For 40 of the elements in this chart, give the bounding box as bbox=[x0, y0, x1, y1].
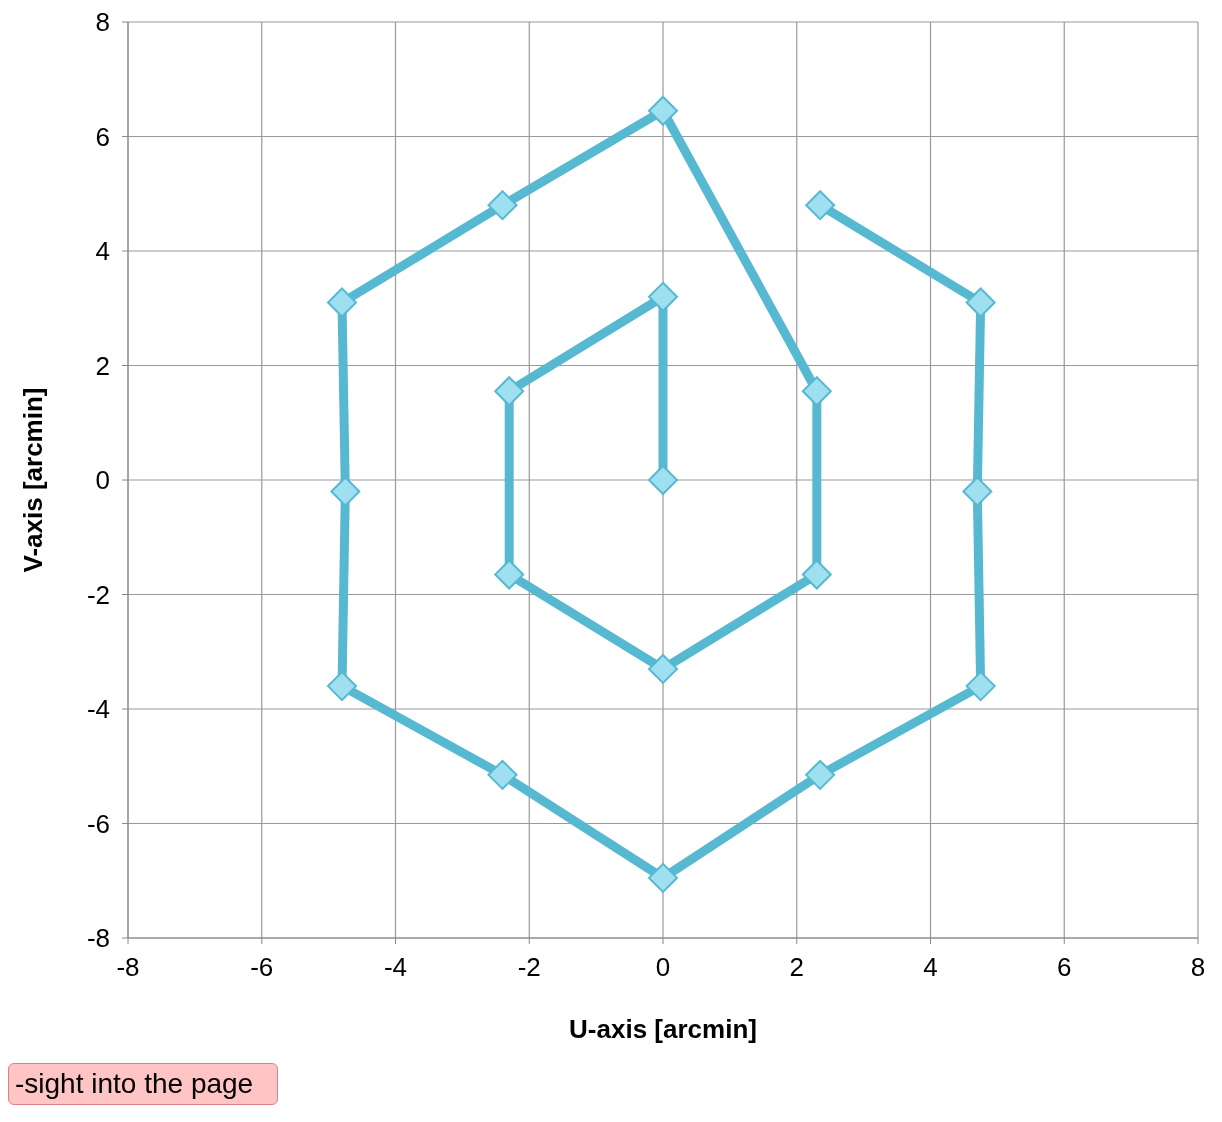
point bbox=[805, 190, 836, 221]
point bbox=[962, 476, 993, 507]
y-tick-label: -2 bbox=[86, 579, 110, 610]
point bbox=[965, 671, 996, 702]
point bbox=[648, 653, 678, 684]
point bbox=[327, 287, 357, 318]
y-tick-label: 2 bbox=[95, 350, 110, 381]
point bbox=[648, 95, 678, 126]
point bbox=[494, 559, 525, 590]
x-tick-label: -8 bbox=[116, 952, 140, 983]
x-tick-label: -2 bbox=[517, 952, 541, 983]
y-axis-title: V-axis [arcmin] bbox=[18, 387, 49, 573]
x-tick-label: 0 bbox=[655, 952, 671, 983]
x-tick-label: 4 bbox=[923, 952, 938, 983]
point bbox=[487, 190, 518, 221]
point bbox=[494, 376, 525, 407]
point bbox=[648, 465, 678, 495]
point bbox=[648, 862, 678, 893]
y-tick-label: -6 bbox=[86, 808, 110, 839]
point bbox=[327, 671, 357, 702]
y-tick-label: 4 bbox=[95, 236, 110, 267]
x-tick-label: 8 bbox=[1190, 952, 1206, 983]
y-tick-label: 8 bbox=[95, 7, 110, 38]
point bbox=[805, 759, 836, 790]
point bbox=[330, 476, 361, 507]
point bbox=[965, 287, 996, 318]
x-tick-label: 2 bbox=[789, 952, 804, 983]
y-tick-label: -4 bbox=[86, 694, 110, 725]
point bbox=[801, 559, 832, 590]
y-tick-label: 0 bbox=[95, 465, 110, 496]
x-axis-title: U-axis [arcmin] bbox=[569, 1014, 757, 1044]
point bbox=[487, 759, 518, 790]
y-tick-label: -8 bbox=[86, 923, 110, 954]
x-tick-label: 6 bbox=[1057, 952, 1072, 983]
x-tick-label: -4 bbox=[383, 952, 408, 983]
y-tick-label: 6 bbox=[95, 121, 110, 152]
x-tick-label: -6 bbox=[250, 952, 274, 983]
point bbox=[648, 281, 678, 312]
text: -sight into the page bbox=[8, 1063, 279, 1105]
point bbox=[801, 376, 832, 407]
